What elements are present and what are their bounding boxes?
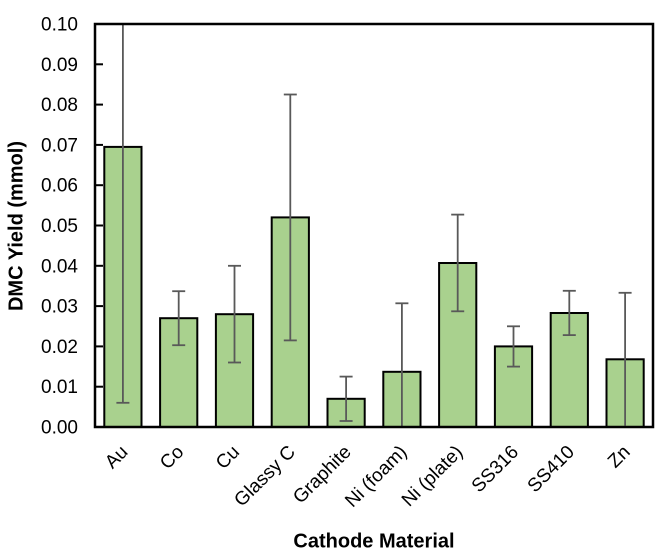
x-axis-title: Cathode Material xyxy=(293,530,455,553)
y-tick-label: 0.01 xyxy=(41,377,78,398)
x-tick-label: Ni (foam) xyxy=(341,442,411,512)
y-tick-label: 0.06 xyxy=(41,176,78,197)
x-tick-label: SS316 xyxy=(468,442,523,497)
y-tick-label: 0.02 xyxy=(41,337,78,358)
y-tick-label: 0.07 xyxy=(41,135,78,156)
x-tick-label: SS410 xyxy=(524,442,579,497)
y-tick-label: 0.04 xyxy=(41,256,78,277)
y-tick-label: 0.08 xyxy=(41,95,78,116)
y-tick-label: 0.03 xyxy=(41,297,78,318)
x-tick-label: Cu xyxy=(212,442,244,474)
y-tick-label: 0.00 xyxy=(41,418,78,439)
y-axis-title: DMC Yield (mmol) xyxy=(5,140,28,312)
y-tick-label: 0.09 xyxy=(41,55,78,76)
x-tick-label: Co xyxy=(156,442,188,474)
y-tick-label: 0.05 xyxy=(41,216,78,237)
x-tick-label: Ni (plate) xyxy=(398,442,467,511)
x-tick-label: Au xyxy=(101,442,132,473)
x-tick-label: Glassy C xyxy=(230,442,299,511)
y-tick-label: 0.10 xyxy=(41,15,78,36)
x-tick-label: Zn xyxy=(604,442,635,473)
